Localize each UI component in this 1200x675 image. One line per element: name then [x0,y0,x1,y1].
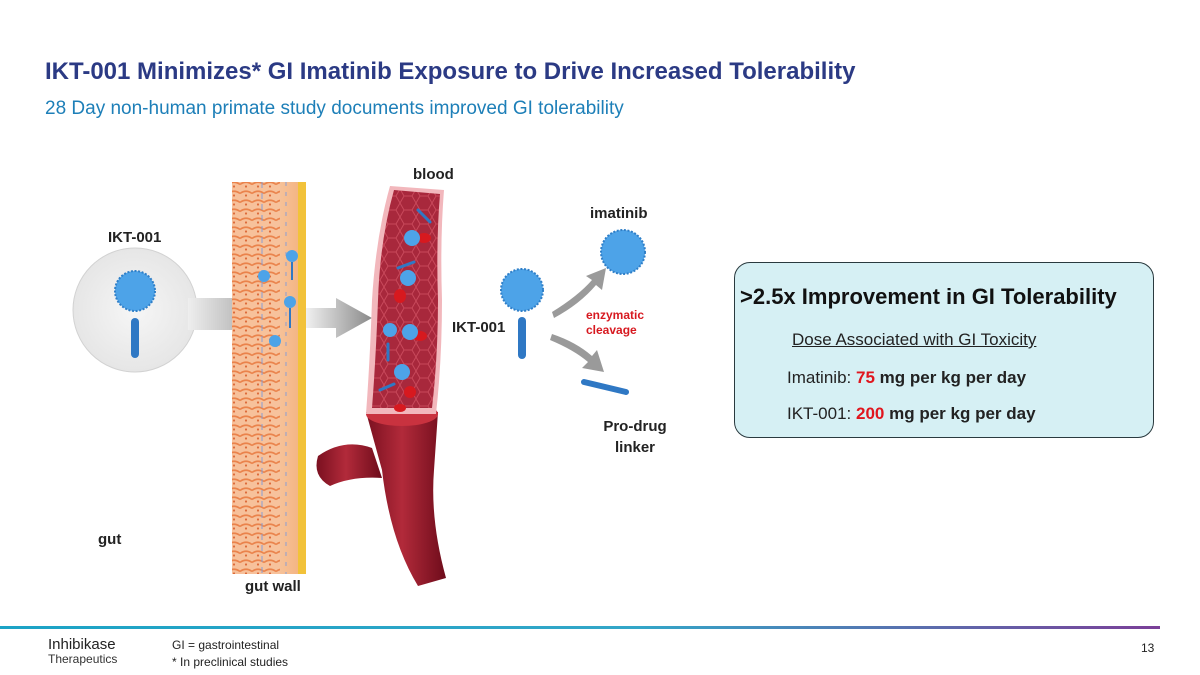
arrow-to-linker [550,334,604,372]
imatinib-dose-row: Imatinib: 75 mg per kg per day [787,368,1026,388]
imatinib-dose-unit: mg per kg per day [879,368,1027,387]
ikt001-molecule-right [500,268,544,359]
blood-label: blood [413,166,454,183]
tolerability-callout [734,262,1154,438]
page-title: IKT-001 Minimizes* GI Imatinib Exposure … [45,58,856,85]
ikt001-right-label: IKT-001 [452,319,506,336]
page-number: 13 [1141,641,1155,655]
callout-heading: >2.5x Improvement in GI Tolerability [740,284,1117,309]
footer-divider [0,626,1160,629]
ikt001-molecule-left [114,270,156,358]
blood-vessel [316,186,446,586]
ikt001-dose-row: IKT-001: 200 mg per kg per day [787,404,1036,424]
ikt001-dose-value: 200 [856,404,885,423]
cleavage-label: cleavage [586,323,637,337]
callout-subheading: Dose Associated with GI Toxicity [792,330,1037,349]
arrow-to-imatinib [552,268,606,318]
gut-blood-diagram [72,182,646,586]
footnote-preclinical: * In preclinical studies [172,655,289,669]
gut-wall-label: gut wall [245,578,301,595]
ikt001-drug-label: IKT-001: [787,404,852,423]
prodrug-linker-shape [581,379,629,395]
ikt001-dose-unit: mg per kg per day [889,404,1036,423]
prodrug-linker-label: Pro-drug linker [585,416,685,458]
enzymatic-label: enzymatic [586,308,645,322]
prodrug-line1: Pro-drug [603,418,667,435]
imatinib-label: imatinib [590,205,648,222]
gut-label: gut [98,531,122,548]
imatinib-dose-value: 75 [855,368,875,387]
imatinib-drug-label: Imatinib: [787,368,852,387]
gut-wall [232,182,306,574]
imatinib-molecule [600,229,646,275]
company-logo-sub: Therapeutics [48,652,118,666]
arrow-to-blood [306,298,372,338]
footnote-gi: GI = gastrointestinal [172,638,280,652]
ikt001-left-label: IKT-001 [108,229,162,246]
prodrug-line2: linker [614,439,656,456]
company-logo-name: Inhibikase [48,636,116,653]
page-subtitle: 28 Day non-human primate study documents… [45,98,624,119]
